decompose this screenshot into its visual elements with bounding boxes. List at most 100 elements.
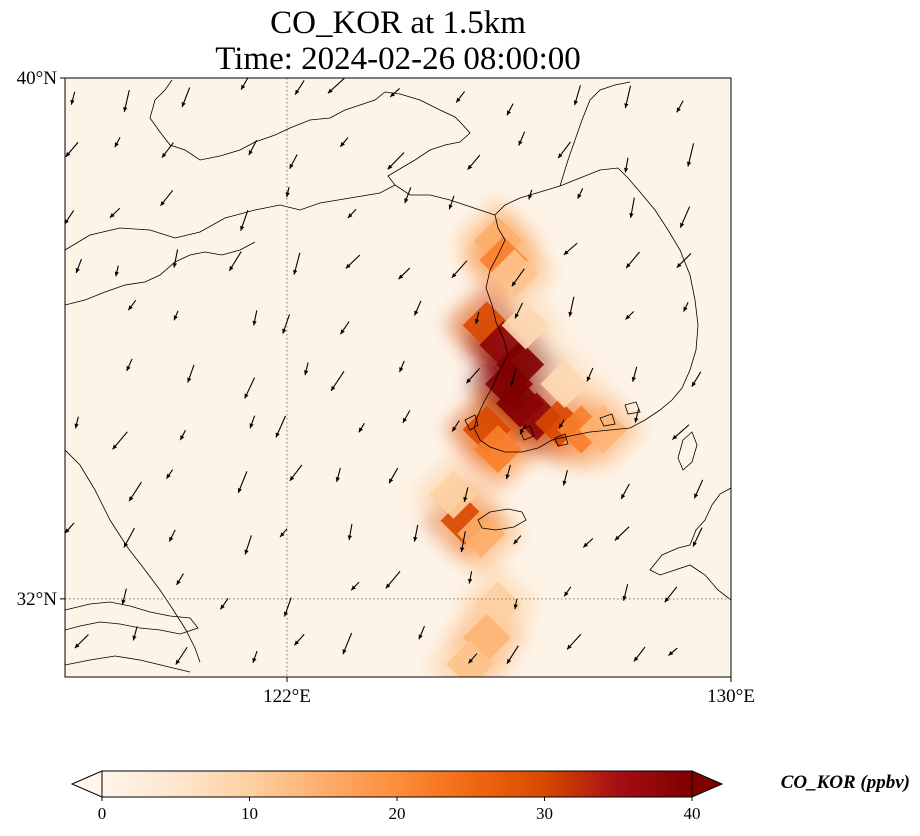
wind-arrow (582, 537, 594, 548)
wind-arrow (506, 645, 519, 665)
colorbar-tick-label: 10 (241, 804, 258, 823)
wind-arrows (65, 78, 704, 665)
wind-arrow (187, 364, 195, 383)
wind-arrow (573, 85, 581, 106)
wind-arrow (126, 358, 133, 372)
coastline-kyushu (649, 487, 731, 601)
wind-arrow (692, 527, 703, 547)
wind-arrow (303, 362, 309, 376)
wind-arrow (563, 242, 578, 256)
wind-arrow (625, 251, 640, 269)
wind-arrow (398, 267, 411, 280)
wind-arrow (283, 597, 292, 617)
wind-arrow (577, 188, 584, 200)
wind-arrow (629, 197, 635, 218)
wind-arrow (176, 573, 184, 586)
wind-arrow (330, 370, 345, 392)
wind-arrow (294, 80, 305, 95)
wind-arrow (519, 424, 527, 435)
plume-cell (490, 249, 539, 298)
wind-arrow (633, 646, 646, 662)
coastline-korea (473, 167, 699, 453)
wind-arrow (683, 302, 689, 312)
wind-arrow (293, 252, 301, 275)
wind-arrow (240, 78, 249, 90)
wind-arrow (418, 625, 426, 640)
wind-arrow (402, 410, 411, 424)
wind-arrow (75, 258, 83, 274)
coastline-shandong (65, 241, 256, 306)
wind-arrow (513, 598, 518, 610)
coastline-korea-islands (464, 401, 641, 447)
gridlines (65, 78, 731, 677)
wind-arrow (65, 210, 75, 225)
wind-arrow (123, 527, 135, 548)
lon-tick-label: 130°E (707, 686, 755, 707)
coastline-tsushima (677, 431, 698, 471)
wind-arrow (664, 586, 678, 603)
wind-arrow (691, 371, 702, 387)
wind-arrow (345, 254, 361, 269)
colorbar-title: CO_KOR (ppbv) (781, 772, 910, 793)
colorbar-tick-label: 20 (389, 804, 406, 823)
colorbar-extend-max (691, 770, 724, 798)
wind-arrow (622, 584, 629, 601)
wind-arrow (114, 137, 121, 148)
wind-arrow (676, 100, 684, 113)
wind-arrow (388, 467, 399, 484)
plume-cell (429, 470, 478, 519)
wind-arrow (123, 90, 130, 113)
wind-arrow (181, 87, 191, 108)
wind-arrow (586, 367, 594, 382)
wind-arrow (340, 321, 350, 335)
wind-arrow (109, 207, 121, 219)
wind-arrow (240, 210, 249, 231)
coastline-northeast (559, 81, 631, 187)
wind-arrow (248, 139, 258, 156)
plume-cell (579, 405, 628, 454)
wind-arrow (65, 461, 66, 462)
wind-arrow (161, 142, 174, 159)
wind-arrow (175, 646, 188, 665)
plume-cell (473, 425, 522, 474)
wind-arrow (511, 268, 525, 287)
wind-arrow (165, 469, 174, 479)
wind-arrow (252, 650, 258, 663)
wind-arrow (510, 367, 517, 387)
wind-arrow (389, 88, 400, 98)
wind-arrow (385, 571, 401, 589)
wind-arrow (387, 152, 405, 170)
wind-arrow (179, 429, 186, 441)
coastlines (65, 79, 731, 673)
wind-arrow (562, 470, 568, 486)
wind-arrow (414, 300, 422, 316)
wind-arrow (463, 487, 469, 503)
wind-arrow (693, 479, 704, 499)
wind-arrow (335, 467, 341, 483)
wind-arrow (132, 626, 138, 641)
wind-arrow (467, 154, 481, 170)
wind-arrow (127, 299, 137, 311)
wind-arrow (74, 634, 89, 649)
wind-arrow (631, 366, 638, 382)
wind-arrow (244, 377, 256, 399)
wind-arrow (625, 311, 635, 320)
wind-arrow (528, 189, 533, 200)
wind-arrow (634, 408, 640, 423)
plume-cell (457, 509, 506, 558)
colorbar-tick-label: 30 (536, 804, 553, 823)
map-title-line2: Time: 2024-02-26 08:00:00 (215, 41, 581, 77)
wind-arrow (168, 529, 176, 542)
wind-arrow (467, 571, 473, 584)
map-frame (64, 77, 732, 678)
wind-arrow (342, 632, 353, 655)
wind-arrow (679, 206, 691, 229)
wind-arrow (279, 528, 288, 538)
wind-arrow (358, 422, 365, 433)
wind-arrow (228, 251, 242, 272)
wind-arrow (404, 187, 412, 204)
wind-arrow (623, 157, 629, 173)
wind-arrow (173, 310, 179, 321)
wind-arrow (557, 141, 571, 159)
lat-tick-label: 40°N (17, 68, 58, 89)
